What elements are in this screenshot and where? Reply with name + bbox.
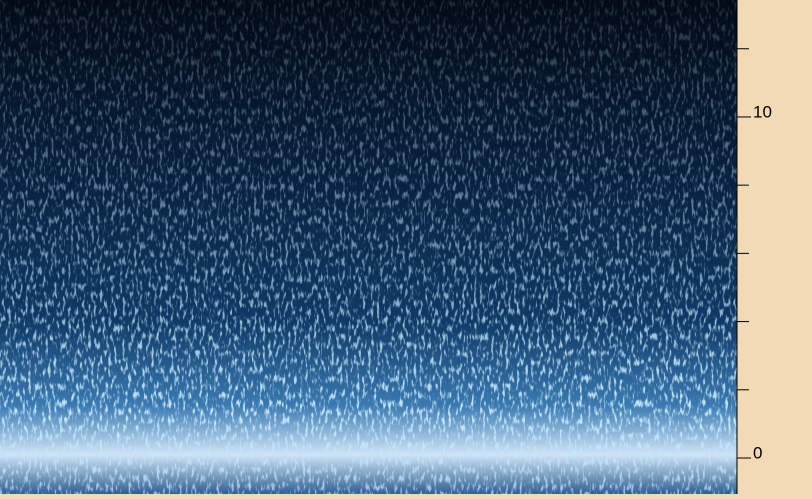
axis-panel — [737, 0, 812, 494]
y-tick-label: 0 — [753, 443, 762, 462]
spectrogram-texture — [0, 0, 737, 494]
y-tick-label: 10 — [753, 102, 772, 121]
